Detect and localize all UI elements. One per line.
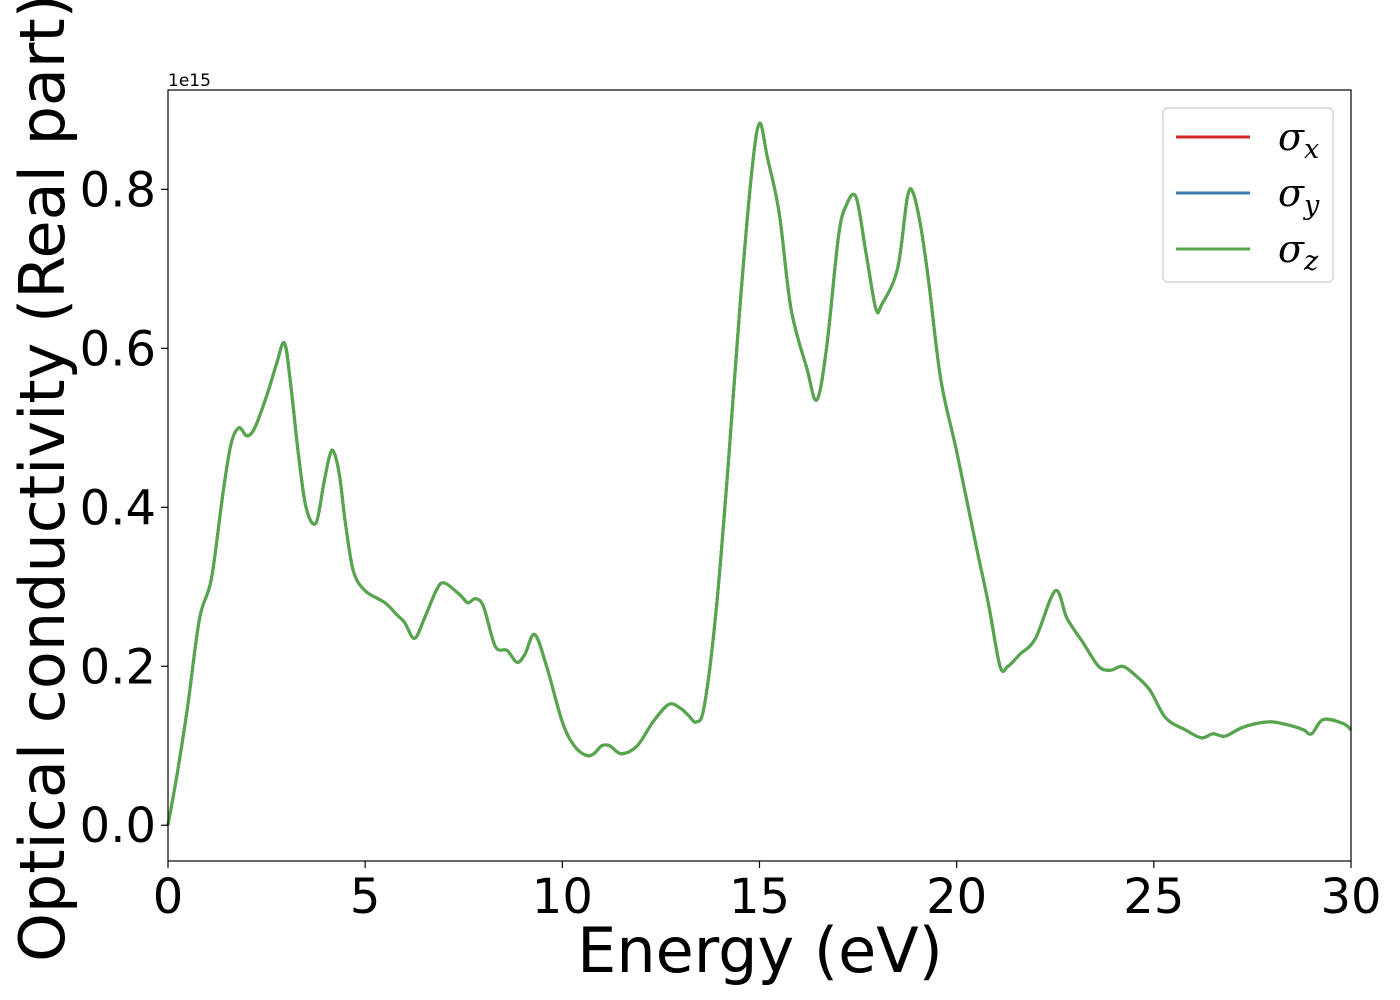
x-tick-label: 20 [926,869,987,925]
y-axis-title: Optical conductivity (Real part) [6,0,79,962]
x-tick-label: 25 [1123,869,1184,925]
y-offset-label: 1e15 [168,71,211,91]
x-tick-label: 0 [153,869,184,925]
legend-label-sigma-y: σy [1278,171,1320,221]
y-axis-ticks: 0.0 0.2 0.4 0.6 0.8 [80,162,168,854]
x-tick-label: 30 [1320,869,1381,925]
x-tick-label: 15 [729,869,790,925]
y-tick-label: 0.0 [80,798,156,854]
series-line-sigma-z [166,121,1353,826]
x-tick-label: 10 [532,869,593,925]
x-tick-label: 5 [350,869,381,925]
x-axis-title: Energy (eV) [577,914,943,987]
y-tick-label: 0.4 [80,480,156,536]
x-axis-ticks: 0 5 10 15 20 25 30 [153,861,1382,925]
y-tick-label: 0.8 [80,162,156,218]
y-tick-label: 0.6 [80,321,156,377]
legend-box [1162,107,1334,283]
y-tick-label: 0.2 [80,639,156,695]
legend-label-sigma-x: σx [1278,115,1319,165]
series-lines [166,121,1353,826]
